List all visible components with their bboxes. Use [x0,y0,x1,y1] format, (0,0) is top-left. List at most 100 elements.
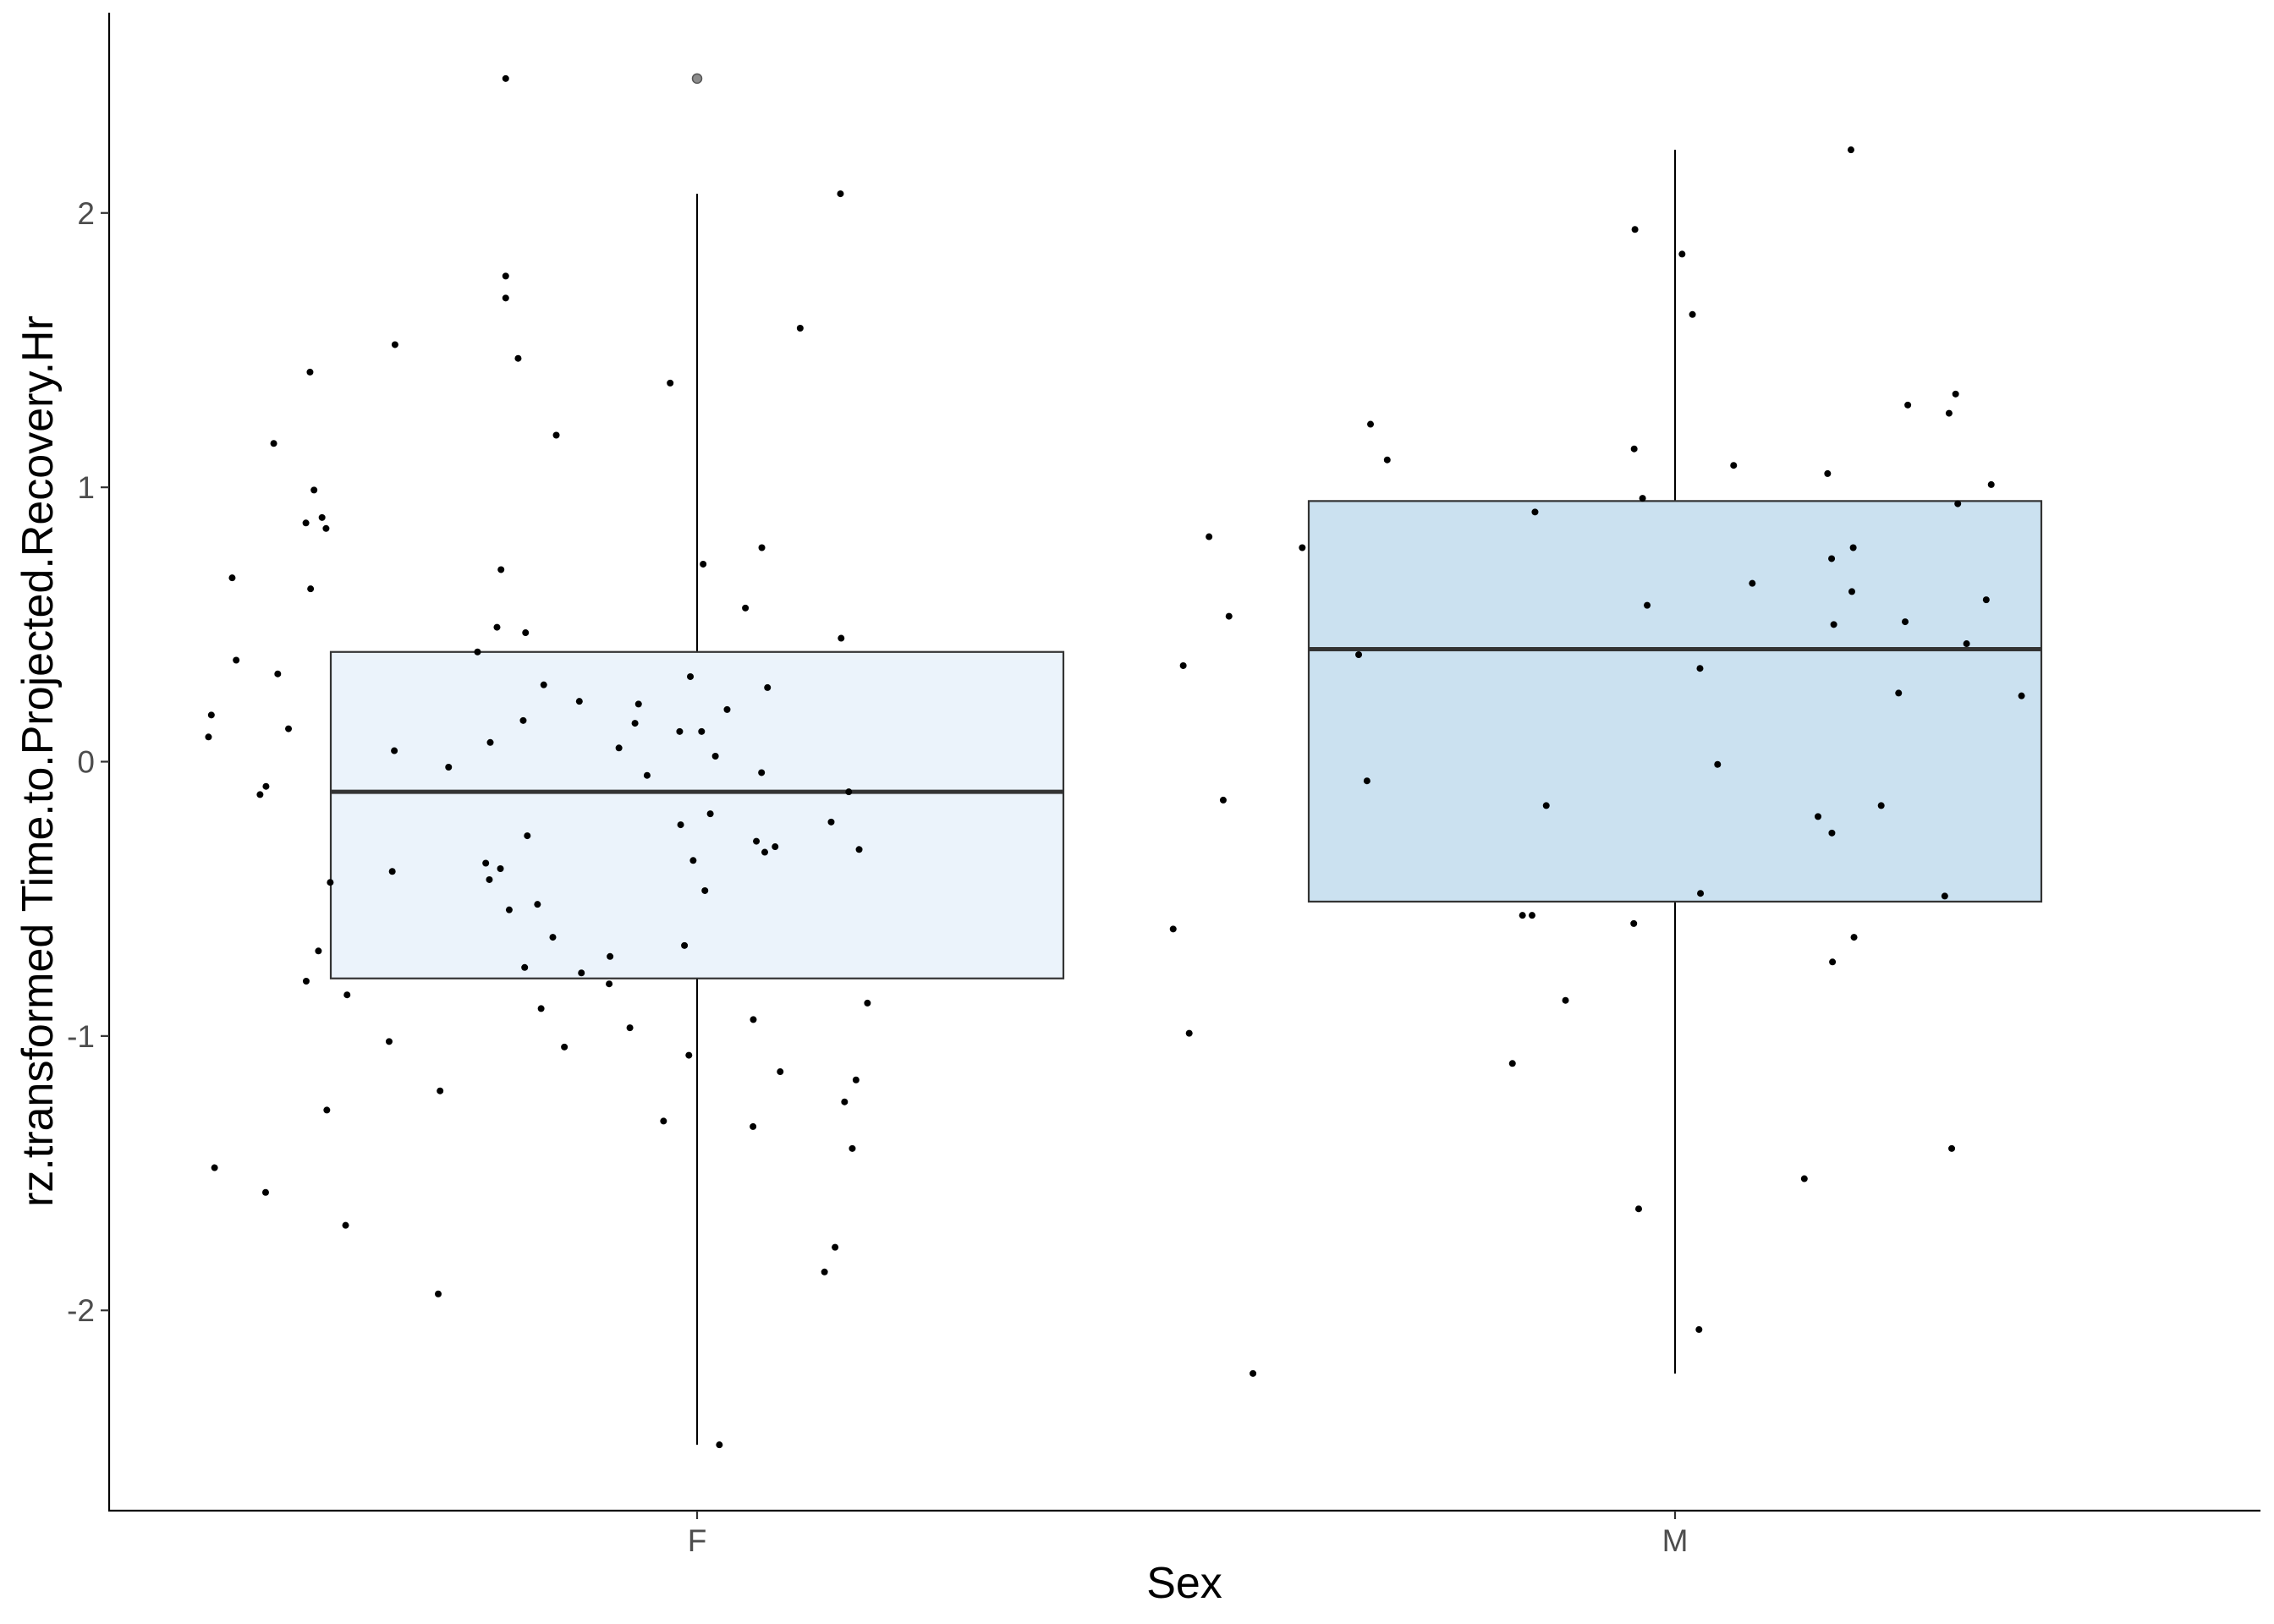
jitter-points-layer [205,74,2025,1449]
data-point [1695,1325,1703,1333]
data-point [1644,601,1651,609]
data-point [493,623,501,631]
data-point [524,832,531,840]
data-point [742,604,750,612]
data-point [310,486,318,494]
data-point [1225,612,1233,620]
data-point [207,711,215,719]
data-point [855,846,863,853]
data-point [700,560,707,568]
data-point [514,354,522,362]
data-point [1824,469,1832,477]
data-point [322,524,330,532]
data-point [437,1087,444,1095]
data-point [306,368,314,376]
box-f [329,73,1065,1446]
data-point [1800,1175,1808,1182]
data-point [385,1038,393,1045]
box-m [1307,150,2043,1374]
box-rect-m [1307,500,2043,903]
data-point [1696,665,1704,672]
data-point [519,716,527,724]
data-point [327,879,334,886]
data-point [1519,912,1526,919]
data-point [750,1016,757,1023]
y-tick-label: 0 [77,745,95,780]
data-point [435,1290,442,1298]
data-point [474,648,481,656]
data-point [1542,802,1550,809]
data-point [534,901,541,908]
data-point [837,190,844,198]
data-point [1987,480,1995,488]
data-point [486,738,494,746]
data-point [205,733,212,741]
data-point [1562,996,1569,1004]
data-point [761,848,768,856]
data-point [445,763,453,771]
data-point [1730,462,1738,469]
boxes-layer [329,73,2043,1446]
data-point [549,934,557,941]
data-point [1697,890,1705,897]
data-point [821,1268,828,1276]
data-point [522,629,530,637]
data-point [634,700,642,708]
data-point [285,725,293,732]
data-point [1847,146,1854,154]
data-point [233,656,240,664]
data-point [1850,934,1858,941]
x-tick-label: M [1662,1523,1689,1558]
data-point [211,1164,218,1171]
data-point [764,683,772,691]
data-point [1508,1060,1516,1067]
data-point [607,952,614,960]
data-point [758,769,766,776]
data-point [701,886,709,894]
data-point [685,1051,693,1059]
data-point [676,727,684,735]
y-tick-label: 1 [77,470,95,505]
data-point [1963,640,1970,648]
box-rect-f [329,650,1065,979]
data-point [777,1068,784,1076]
data-point [1829,958,1837,966]
data-point [270,440,277,447]
data-point [1848,588,1856,595]
data-point [391,747,398,754]
data-point [1367,420,1375,428]
outlier-point-f [691,73,703,85]
data-point [845,788,853,796]
data-point [342,1221,349,1229]
data-point [1828,829,1836,837]
data-point [1982,596,1990,604]
data-point [1299,544,1306,551]
data-point [838,634,845,642]
data-point [1179,661,1187,669]
data-point [667,379,674,387]
data-point [1945,409,1953,417]
data-point [753,837,761,845]
data-point [1678,250,1686,258]
data-point [575,698,583,705]
data-point [698,727,706,735]
data-point [391,341,398,348]
data-point [1904,401,1912,409]
y-ticks: -2 -1 0 1 2 [67,196,109,1328]
data-point [1948,1144,1956,1152]
data-point [318,513,326,521]
data-point [1895,689,1903,697]
data-point [1952,390,1959,398]
data-point [1689,310,1696,318]
data-point [388,868,396,875]
data-point [502,74,509,82]
data-point [1383,456,1391,464]
data-point [796,325,804,332]
data-point [750,1122,757,1130]
data-point [262,782,270,790]
data-point [343,991,351,999]
data-point [505,906,513,914]
data-point [1849,544,1857,551]
data-point [2018,692,2025,700]
data-point [716,1441,723,1449]
